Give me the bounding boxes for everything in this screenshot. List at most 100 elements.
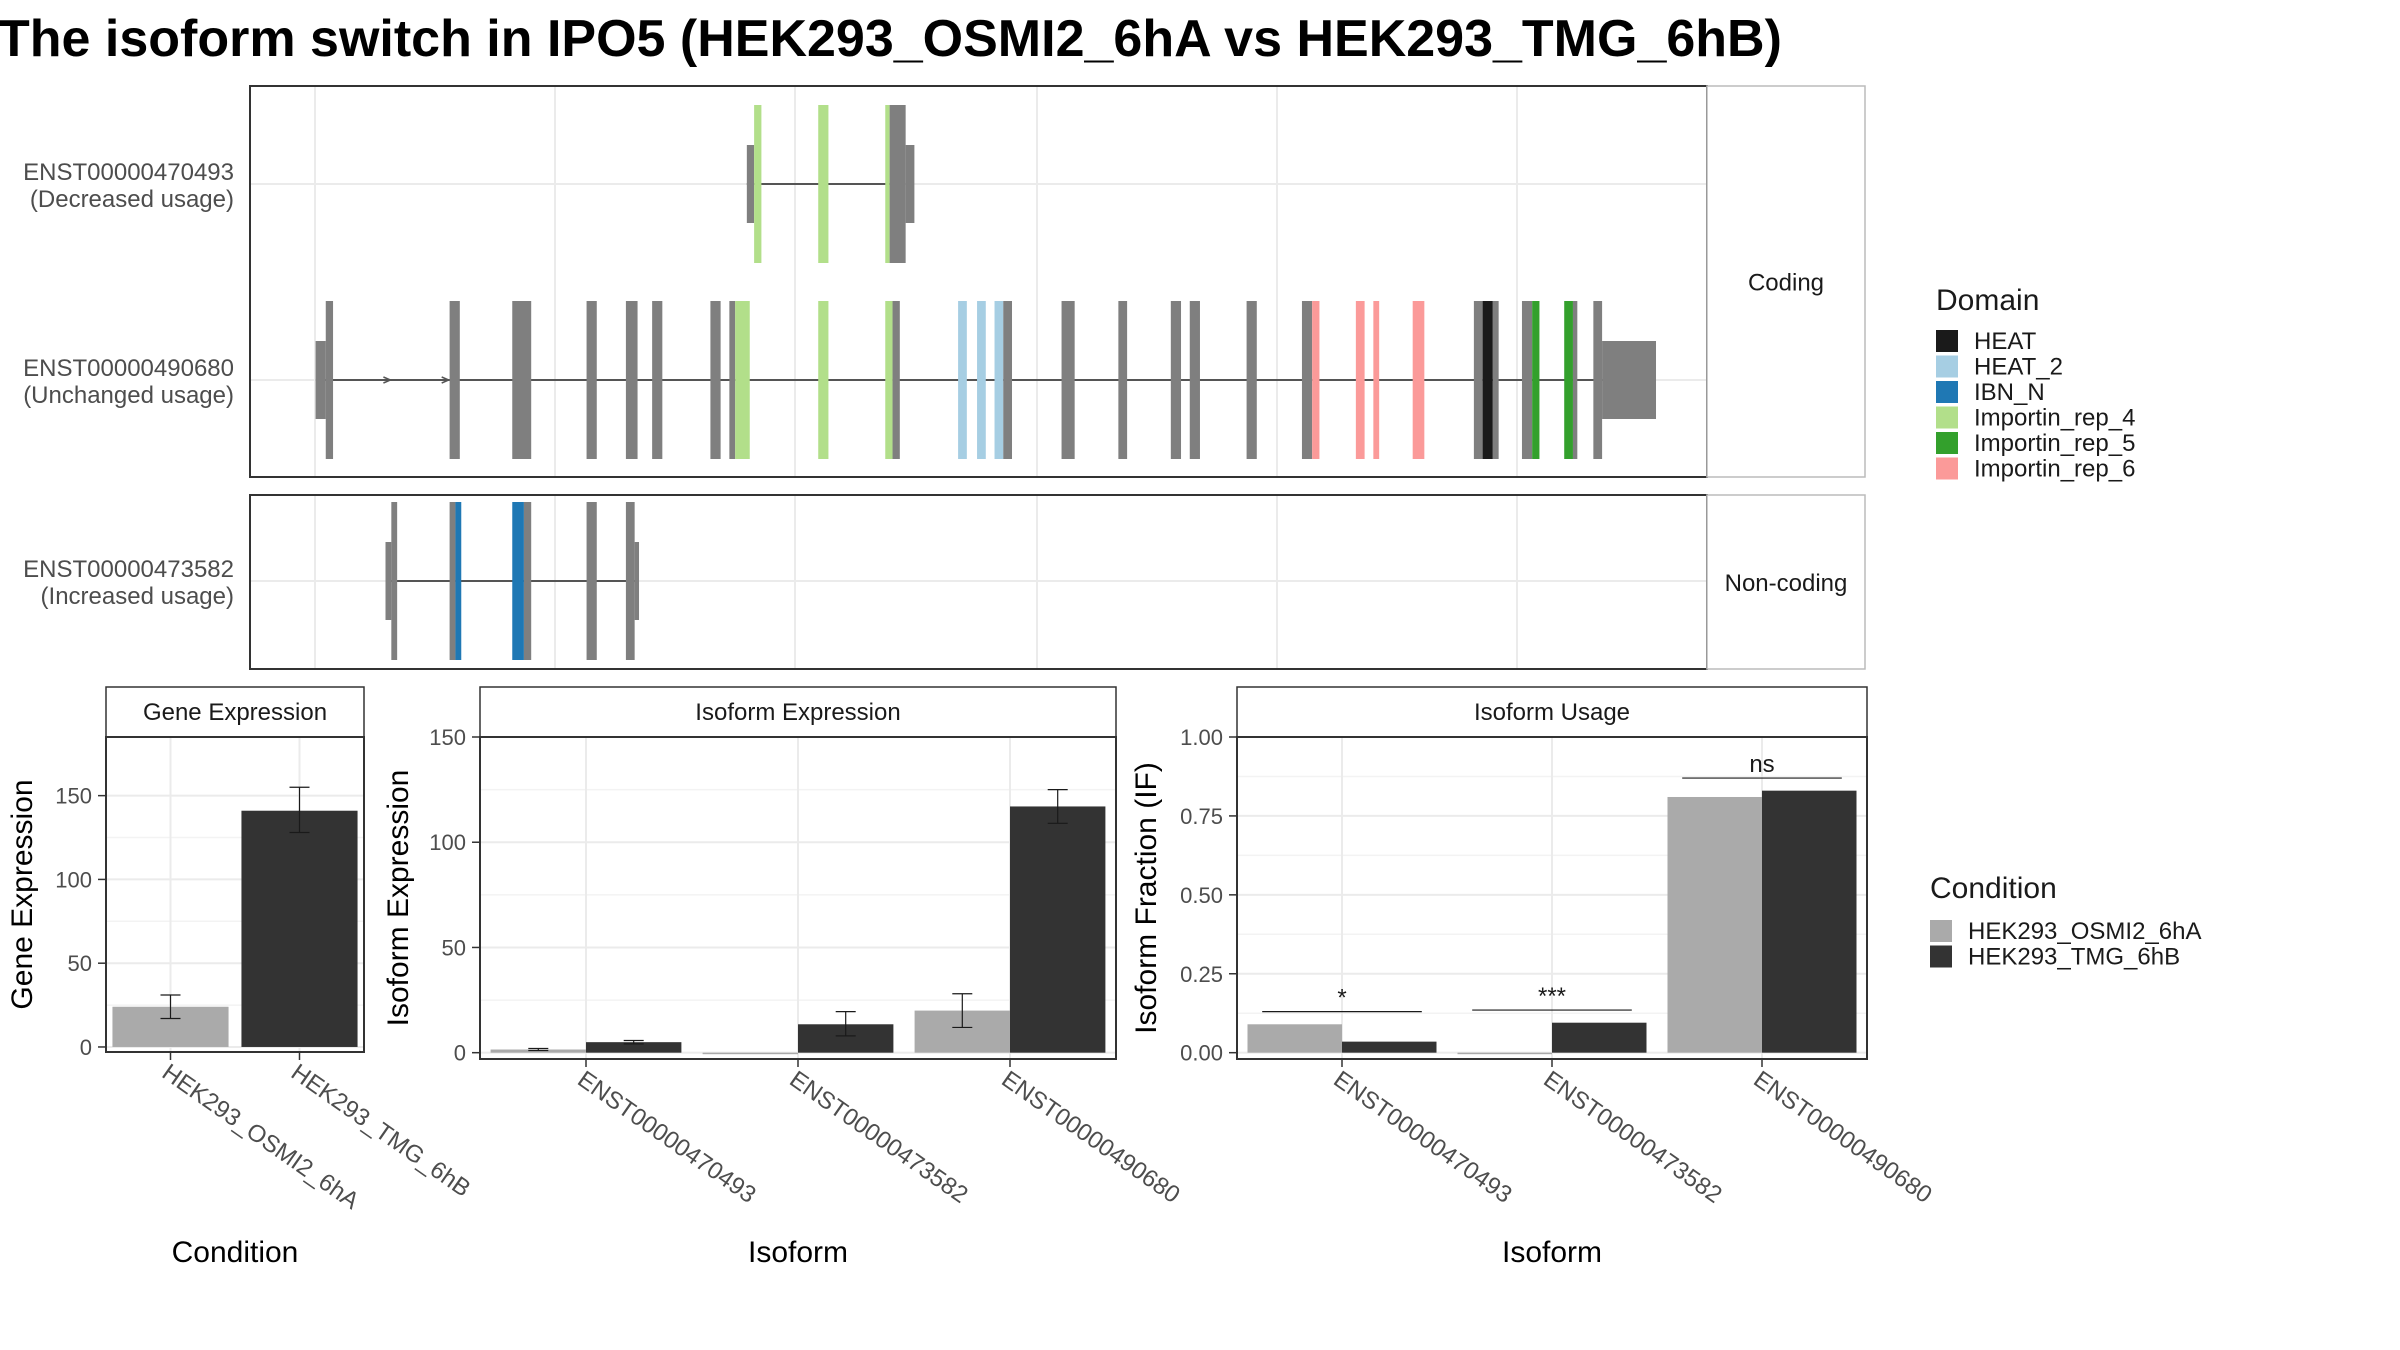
isoform-label-id: ENST00000490680 <box>23 355 234 382</box>
y-axis-title: Isoform Expression <box>382 770 415 1027</box>
bar <box>702 1052 798 1055</box>
domain-legend-label: Importin_rep_4 <box>1974 405 2135 432</box>
facet-strip <box>1706 85 1866 478</box>
panel-strip-label: Isoform Expression <box>695 699 900 726</box>
condition-legend-key <box>1930 945 1952 968</box>
domain-exon <box>1532 301 1540 459</box>
exon <box>1593 301 1603 459</box>
condition-legend-key <box>1930 920 1952 942</box>
domain-exon <box>977 301 986 459</box>
exon <box>1118 301 1128 459</box>
bar <box>586 1042 682 1053</box>
panel-strip <box>105 686 365 738</box>
exon <box>625 502 635 660</box>
strand-arrow <box>441 376 451 384</box>
x-tick-label: ENST00000490680 <box>997 1066 1185 1209</box>
x-axis-title: Isoform <box>1502 1236 1602 1269</box>
x-tick-label: ENST00000470493 <box>573 1066 761 1209</box>
domain-exon <box>885 105 890 263</box>
exon <box>1170 301 1182 459</box>
exon <box>391 502 398 660</box>
panel-strip-label: Isoform Usage <box>1474 699 1630 726</box>
y-tick-label: 100 <box>55 867 92 892</box>
domain-legend-label: IBN_N <box>1974 379 2045 406</box>
panel-strip-label: Gene Expression <box>143 699 327 726</box>
x-axis-title: Condition <box>172 1236 299 1269</box>
domain-exon <box>994 301 1004 459</box>
domain-exon <box>735 301 750 459</box>
domain-exon <box>818 301 829 459</box>
exon <box>1061 301 1075 459</box>
domain-legend-label: HEAT_2 <box>1974 354 2063 381</box>
condition-legend-label: HEK293_OSMI2_6hA <box>1968 918 2201 945</box>
exon <box>625 301 638 459</box>
isoform-label-id: ENST00000470493 <box>23 159 234 186</box>
bar <box>1342 1041 1437 1053</box>
y-tick-label: 150 <box>55 784 92 809</box>
domain-exon <box>1482 301 1493 459</box>
isoform-label-id: ENST00000473582 <box>23 556 234 583</box>
bar <box>1247 1024 1342 1053</box>
exon <box>1521 301 1533 459</box>
y-tick-label: 0.25 <box>1180 962 1223 987</box>
gene-structure-panel: Coding Non-coding ENST00000470493(Decrease… <box>23 85 1866 670</box>
x-axis-title: Isoform <box>748 1236 848 1269</box>
isoform-label-usage: (Unchanged usage) <box>23 382 234 409</box>
domain-exon <box>1355 301 1365 459</box>
exon <box>449 301 460 459</box>
bar <box>1552 1022 1647 1053</box>
domain-exon <box>754 105 762 263</box>
y-tick-label: 0.00 <box>1180 1041 1223 1066</box>
domain-legend-label: Importin_rep_6 <box>1974 456 2135 483</box>
facet-strip-label: Non-coding <box>1725 570 1848 597</box>
y-tick-label: 0.50 <box>1180 883 1223 908</box>
isoform-expression-panel: Isoform Expression 0 50 100 150 ENST000004704… <box>382 686 1185 1269</box>
bar <box>1010 806 1106 1053</box>
y-axis-title: Isoform Fraction (IF) <box>1130 762 1163 1034</box>
exon <box>1189 301 1200 459</box>
domain-legend-key <box>1936 406 1958 429</box>
y-tick-label: 0 <box>454 1041 466 1066</box>
bar <box>1457 1052 1552 1055</box>
domain-legend: DomainHEATHEAT_2IBN_NImportin_rep_4Impor… <box>1936 284 2135 483</box>
exon <box>652 301 663 459</box>
domain-legend-key <box>1936 432 1958 454</box>
domain-legend-label: Importin_rep_5 <box>1974 430 2135 457</box>
exon <box>1003 301 1013 459</box>
exon <box>1301 301 1313 459</box>
x-tick-label: ENST00000473582 <box>785 1066 973 1209</box>
x-tick-label: ENST00000470493 <box>1329 1066 1517 1209</box>
condition-legend-title: Condition <box>1930 872 2057 905</box>
significance-label: * <box>1337 985 1346 1012</box>
domain-legend-key <box>1936 330 1958 352</box>
utr-exon <box>315 341 326 419</box>
figure-title: The isoform switch in IPO5 (HEK293_OSMI2… <box>0 10 1782 68</box>
facet-strip <box>1706 494 1866 670</box>
y-tick-label: 150 <box>429 725 466 750</box>
domain-exon <box>1373 301 1380 459</box>
exon <box>449 502 456 660</box>
exon <box>325 301 334 459</box>
x-tick-label: ENST00000473582 <box>1539 1066 1727 1209</box>
facet-strip-label: Coding <box>1748 270 1824 297</box>
domain-exon <box>512 502 524 660</box>
significance-label: ns <box>1749 751 1774 778</box>
x-tick-label: ENST00000490680 <box>1749 1066 1937 1209</box>
panel-strip <box>1236 686 1868 738</box>
bar <box>1667 796 1762 1053</box>
domain-legend-key <box>1936 457 1958 480</box>
panel-frame <box>105 736 365 1053</box>
y-tick-label: 50 <box>68 951 92 976</box>
y-axis-title: Gene Expression <box>6 779 39 1009</box>
exon <box>586 301 597 459</box>
domain-legend-key <box>1936 355 1958 378</box>
exon <box>586 502 597 660</box>
exon <box>710 301 721 459</box>
domain-exon <box>1564 301 1573 459</box>
domain-exon <box>455 502 462 660</box>
utr-exon <box>1602 341 1657 419</box>
domain-exon <box>1412 301 1425 459</box>
isoform-label-usage: (Decreased usage) <box>30 186 234 213</box>
